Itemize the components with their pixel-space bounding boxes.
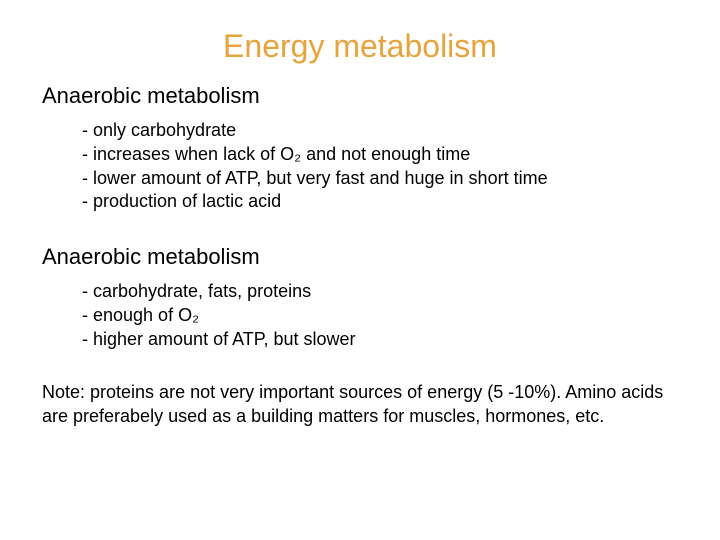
bullet: - production of lactic acid (82, 190, 678, 214)
note-text: Note: proteins are not very important so… (42, 381, 678, 429)
bullet: - lower amount of ATP, but very fast and… (82, 167, 678, 191)
bullet: - only carbohydrate (82, 119, 678, 143)
section1-bullets: - only carbohydrate - increases when lac… (82, 119, 678, 214)
bullet: - enough of O₂ (82, 304, 678, 328)
bullet: - higher amount of ATP, but slower (82, 328, 678, 352)
section2-bullets: - carbohydrate, fats, proteins - enough … (82, 280, 678, 351)
section1-heading: Anaerobic metabolism (42, 83, 678, 109)
slide-title: Energy metabolism (42, 28, 678, 65)
section2-heading: Anaerobic metabolism (42, 244, 678, 270)
slide: Energy metabolism Anaerobic metabolism -… (0, 0, 720, 540)
bullet: - carbohydrate, fats, proteins (82, 280, 678, 304)
bullet: - increases when lack of O₂ and not enou… (82, 143, 678, 167)
